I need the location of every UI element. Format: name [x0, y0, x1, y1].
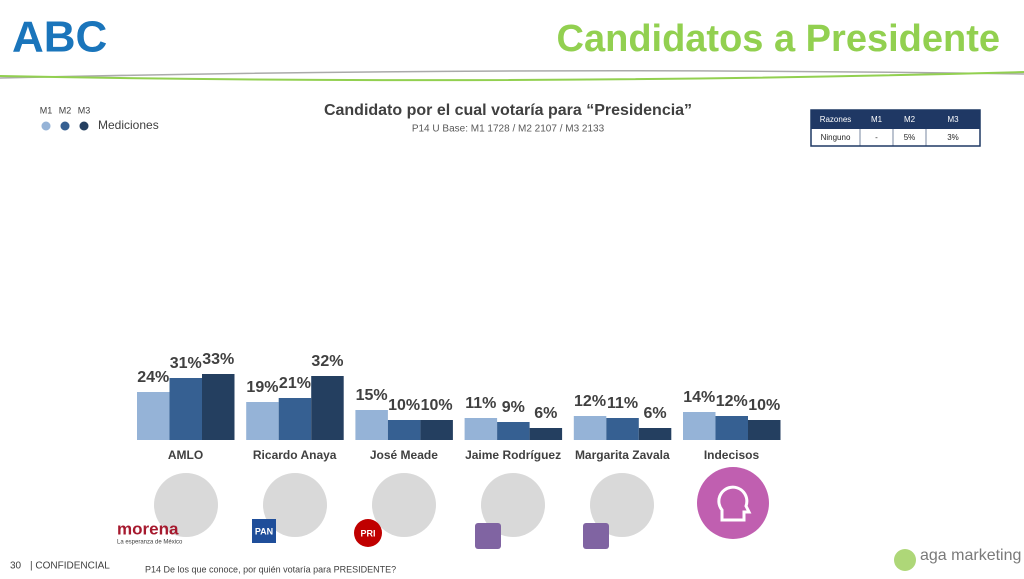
- data-label: 15%: [356, 387, 388, 404]
- data-label: 14%: [683, 389, 715, 406]
- bar: [420, 420, 453, 440]
- x-tick-label: Jaime Rodríguez: [465, 448, 561, 462]
- x-tick-label: Margarita Zavala: [575, 448, 670, 462]
- confidential: | CONFIDENCIAL: [30, 561, 110, 572]
- bar: [683, 412, 716, 440]
- legend-entry: M2: [59, 105, 72, 115]
- brand-icon: [894, 549, 916, 571]
- data-label: 24%: [137, 369, 169, 386]
- photos: [154, 467, 769, 549]
- footnote: P14 De los que conoce, por quién votaría…: [145, 564, 396, 574]
- logo: ABC: [12, 13, 107, 62]
- indecisos-icon: [697, 467, 769, 539]
- party-logo: [354, 519, 382, 547]
- table-header: M3: [947, 115, 959, 124]
- data-label: 11%: [607, 395, 638, 412]
- x-tick-label: Ricardo Anaya: [253, 448, 337, 462]
- data-label: 12%: [574, 393, 606, 410]
- photo: [590, 473, 654, 537]
- legend-entry: M1: [40, 105, 53, 115]
- bar: [573, 416, 607, 440]
- table-header: M2: [904, 115, 916, 124]
- data-label: 31%: [170, 355, 202, 372]
- bar: [638, 428, 672, 440]
- photo: [372, 473, 436, 537]
- party-logo: [583, 523, 609, 549]
- data-label: 21%: [279, 375, 311, 392]
- data-label: 6%: [534, 405, 557, 422]
- chart-subtitle: P14 U Base: M1 1728 / M2 2107 / M3 2133: [412, 124, 605, 135]
- bar: [606, 418, 639, 440]
- morena-tagline: La esperanza de México: [117, 540, 183, 546]
- table-cell: 3%: [947, 133, 959, 142]
- data-label: 6%: [643, 405, 666, 422]
- page-number: 30: [10, 561, 22, 572]
- bar: [387, 420, 421, 440]
- table-header-bg: [811, 110, 980, 129]
- bar: [278, 398, 312, 440]
- legend-swatch: [79, 121, 89, 131]
- data-label: 11%: [465, 395, 496, 412]
- table-header: Razones: [820, 115, 852, 124]
- bar: [715, 416, 748, 440]
- data-label: 10%: [388, 397, 420, 414]
- photo: [481, 473, 545, 537]
- party-logo: [252, 519, 276, 543]
- data-label: 19%: [246, 379, 278, 396]
- morena-logo: morena: [117, 519, 179, 538]
- legend-swatch: [60, 121, 70, 131]
- bar: [311, 376, 344, 440]
- photo: [263, 473, 327, 537]
- chart-title: Candidato por el cual votaría para “Pres…: [324, 102, 692, 119]
- data-label: 32%: [311, 353, 343, 370]
- table-border: [810, 109, 981, 147]
- bar: [137, 392, 170, 440]
- bar: [169, 378, 202, 440]
- party-logo: [475, 523, 501, 549]
- legend-swatch: [41, 121, 51, 131]
- bar: [497, 422, 530, 440]
- table-cell: Ninguno: [821, 133, 851, 142]
- slide-title: Candidatos a Presidente: [557, 18, 1000, 60]
- brand: aga marketing: [920, 547, 1021, 564]
- photo: [154, 473, 218, 537]
- data-label: 9%: [502, 399, 525, 416]
- table-cell: 5%: [904, 133, 916, 142]
- bar: [748, 420, 781, 440]
- legend-label: Mediciones: [98, 118, 159, 132]
- head-icon: [717, 485, 752, 522]
- data-label: 33%: [202, 351, 234, 368]
- x-tick-label: Indecisos: [704, 448, 760, 462]
- x-tick-label: AMLO: [168, 448, 203, 462]
- bar: [464, 418, 498, 440]
- bar: [529, 428, 563, 440]
- divider: [0, 70, 1024, 79]
- table-header: M1: [871, 115, 883, 124]
- data-label: 12%: [716, 393, 748, 410]
- pan-logo: PAN: [255, 526, 273, 536]
- data-label: 10%: [421, 397, 453, 414]
- x-tick-label: José Meade: [370, 448, 438, 462]
- table-cell: -: [875, 133, 878, 142]
- bar: [355, 410, 388, 440]
- pri-logo: PRI: [360, 528, 375, 538]
- divider-green: [0, 71, 1024, 82]
- bar: [246, 402, 279, 440]
- data-label: 10%: [748, 397, 780, 414]
- legend-entry: M3: [78, 105, 91, 115]
- bar: [202, 374, 235, 440]
